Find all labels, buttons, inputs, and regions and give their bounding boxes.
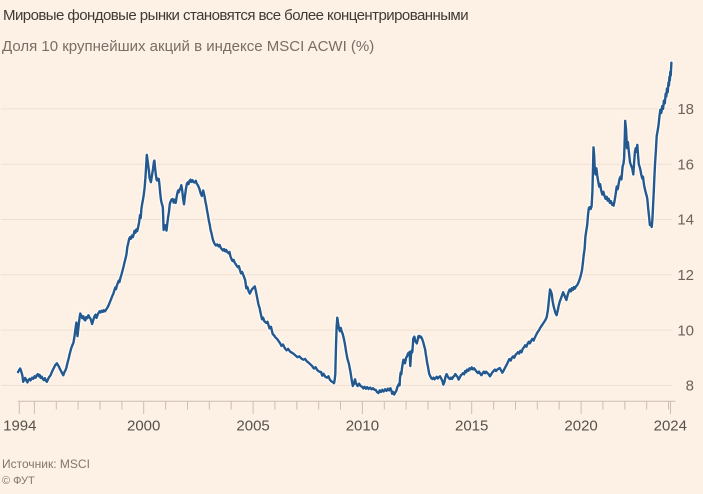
svg-text:16: 16: [677, 156, 694, 173]
svg-text:2005: 2005: [236, 418, 269, 435]
svg-text:2020: 2020: [564, 418, 597, 435]
svg-text:10: 10: [677, 322, 694, 339]
svg-text:2000: 2000: [127, 418, 160, 435]
svg-text:12: 12: [677, 267, 694, 284]
svg-text:8: 8: [686, 378, 694, 395]
svg-text:2024: 2024: [654, 418, 687, 435]
svg-text:2010: 2010: [346, 418, 379, 435]
svg-text:1994: 1994: [3, 418, 36, 435]
svg-text:2015: 2015: [455, 418, 488, 435]
svg-text:18: 18: [677, 101, 694, 118]
svg-text:14: 14: [677, 212, 694, 229]
